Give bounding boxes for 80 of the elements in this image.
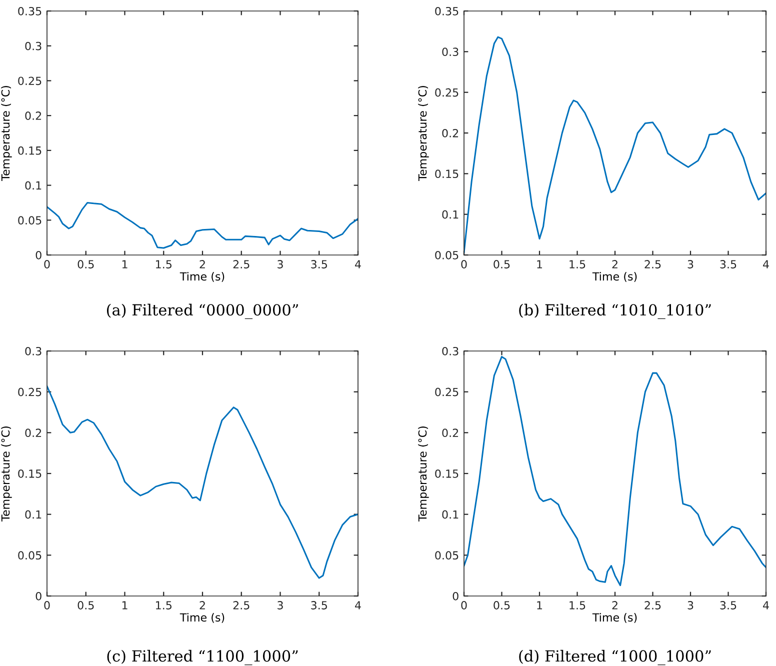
y-tick-label: 0.05: [435, 250, 458, 260]
x-tick-label: 2.5: [644, 260, 661, 268]
line-series: [47, 385, 358, 579]
text: (d) Filtered “1000_1000”: [519, 650, 711, 666]
y-axis-title: Temperature (°C): [418, 426, 429, 522]
y-tick-label: 0.3: [442, 346, 458, 356]
x-tick-label: 3.5: [720, 260, 736, 268]
y-tick-label: 0.2: [25, 428, 42, 438]
y-tick-label: 0.3: [442, 48, 458, 56]
y-tick-label: 0.05: [18, 216, 42, 225]
x-tick-label: 1.5: [570, 260, 586, 268]
y-tick-label: 0.15: [435, 469, 458, 478]
y-tick-label: 0: [452, 592, 458, 600]
x-tick-label: 4: [763, 260, 769, 268]
x-tick-label: 2: [200, 260, 205, 268]
x-axis-title: Time (s): [180, 613, 224, 623]
y-tick-label: 0.35: [435, 6, 458, 16]
y-axis-title: Temperature (°C): [418, 86, 429, 181]
y-tick-label: 0.1: [442, 210, 458, 219]
x-tick-label: 3.5: [720, 601, 736, 610]
y-tick-label: 0.2: [25, 112, 42, 120]
x-tick-label: 3: [278, 601, 283, 610]
y-tick-label: 0.1: [25, 181, 42, 190]
y-tick-label: 0.15: [18, 469, 42, 478]
y-tick-label: 0.3: [25, 346, 42, 356]
y-tick-label: 0: [36, 250, 42, 260]
x-tick-label: 2.5: [644, 601, 661, 610]
x-tick-label: 2.5: [233, 260, 250, 268]
y-tick-label: 0.2: [442, 428, 458, 438]
y-tick-label: 0.25: [435, 388, 458, 396]
x-tick-label: 1.5: [156, 260, 172, 268]
y-tick-label: 0.05: [18, 551, 42, 560]
y-tick-label: 0.2: [442, 128, 458, 138]
x-tick-label: 1: [537, 260, 542, 268]
x-tick-label: 1: [537, 601, 542, 610]
y-tick-label: 0.25: [18, 388, 42, 396]
x-tick-label: 3: [688, 601, 694, 610]
x-tick-label: 1: [122, 260, 128, 268]
x-tick-label: 1: [122, 601, 128, 610]
x-tick-label: 2: [612, 601, 618, 610]
x-tick-label: 0.5: [494, 260, 510, 268]
y-tick-label: 0.1: [442, 510, 458, 519]
x-axis-title: Time (s): [592, 272, 637, 282]
y-tick-label: 0.15: [18, 146, 42, 155]
x-tick-label: 0: [461, 260, 467, 268]
y-tick-label: 0: [36, 592, 42, 600]
x-tick-label: 0: [44, 601, 50, 610]
x-tick-label: 2: [612, 260, 618, 268]
y-tick-label: 0.1: [25, 510, 42, 519]
x-tick-label: 3: [278, 260, 283, 268]
x-tick-label: 1.5: [570, 601, 586, 610]
x-tick-label: 4: [355, 260, 361, 268]
line-series: [464, 356, 766, 586]
y-axis-title: Temperature (°C): [1, 86, 12, 181]
x-tick-label: 0.5: [78, 260, 94, 268]
x-tick-label: 0.5: [78, 601, 94, 610]
x-tick-label: 3.5: [311, 601, 327, 610]
x-tick-label: 4: [763, 601, 769, 610]
text: (b) Filtered “1010_1010”: [519, 304, 711, 320]
text: (a) Filtered “0000_0000”: [106, 304, 298, 320]
x-axis-title: Time (s): [592, 613, 637, 623]
line-series: [47, 202, 358, 249]
x-tick-label: 0: [461, 601, 467, 610]
y-tick-label: 0.3: [25, 42, 42, 50]
y-tick-label: 0.25: [435, 88, 458, 97]
x-tick-label: 3.5: [311, 260, 327, 268]
y-tick-label: 0.25: [18, 76, 42, 86]
x-tick-label: 0: [44, 260, 50, 268]
y-tick-label: 0.15: [435, 170, 458, 178]
x-tick-label: 0.5: [494, 601, 510, 610]
x-tick-label: 2.5: [233, 601, 250, 610]
x-tick-label: 4: [355, 601, 361, 610]
y-tick-label: 0.05: [435, 551, 458, 560]
y-axis-title: Temperature (°C): [1, 426, 12, 522]
x-tick-label: 2: [200, 601, 205, 610]
x-axis-title: Time (s): [180, 272, 224, 282]
text: (c) Filtered “1100_1000”: [107, 650, 298, 666]
x-tick-label: 3: [688, 260, 694, 268]
y-tick-label: 0.35: [18, 6, 42, 16]
x-tick-label: 1.5: [156, 601, 172, 610]
